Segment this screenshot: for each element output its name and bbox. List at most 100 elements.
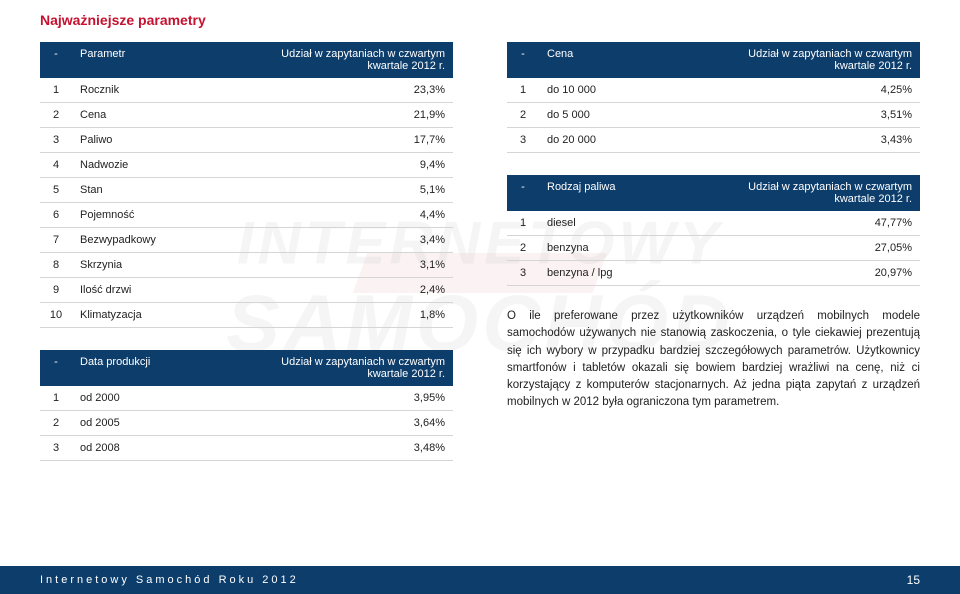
cell-label: diesel	[539, 211, 705, 236]
table-row: 2benzyna27,05%	[507, 236, 920, 261]
cell-value: 47,77%	[705, 211, 920, 236]
cell-value: 3,48%	[238, 436, 453, 461]
footer-title: Internetowy Samochód Roku 2012	[40, 574, 299, 586]
cell-index: 7	[40, 228, 72, 253]
cell-label: Bezwypadkowy	[72, 228, 238, 253]
cell-value: 23,3%	[238, 78, 453, 103]
cell-value: 1,8%	[238, 303, 453, 328]
cell-label: Cena	[72, 103, 238, 128]
cell-value: 4,4%	[238, 203, 453, 228]
page-number: 15	[907, 573, 920, 587]
cell-label: od 2005	[72, 411, 238, 436]
th-label: Data produkcji	[72, 350, 238, 386]
table-row: 10Klimatyzacja1,8%	[40, 303, 453, 328]
cell-index: 8	[40, 253, 72, 278]
table-row: 2Cena21,9%	[40, 103, 453, 128]
table-row: 2do 5 0003,51%	[507, 103, 920, 128]
cell-value: 3,1%	[238, 253, 453, 278]
cell-value: 3,64%	[238, 411, 453, 436]
table-row: 6Pojemność4,4%	[40, 203, 453, 228]
cell-value: 17,7%	[238, 128, 453, 153]
cell-value: 9,4%	[238, 153, 453, 178]
cell-value: 20,97%	[705, 261, 920, 286]
th-value: Udział w zapytaniach w czwartym kwartale…	[238, 350, 453, 386]
cell-index: 3	[40, 128, 72, 153]
cell-label: od 2000	[72, 386, 238, 411]
table-row: 3Paliwo17,7%	[40, 128, 453, 153]
table-cena: - Cena Udział w zapytaniach w czwartym k…	[507, 42, 920, 153]
th-dash: -	[40, 42, 72, 78]
cell-label: do 5 000	[539, 103, 705, 128]
cell-value: 27,05%	[705, 236, 920, 261]
table-row: 2od 20053,64%	[40, 411, 453, 436]
cell-label: do 10 000	[539, 78, 705, 103]
table-row: 5Stan5,1%	[40, 178, 453, 203]
table-row: 3do 20 0003,43%	[507, 128, 920, 153]
section-title: Najważniejsze parametry	[40, 12, 920, 28]
cell-label: benzyna	[539, 236, 705, 261]
th-label: Cena	[539, 42, 705, 78]
cell-label: Rocznik	[72, 78, 238, 103]
table-row: 3od 20083,48%	[40, 436, 453, 461]
cell-label: Klimatyzacja	[72, 303, 238, 328]
table-rodzaj-paliwa: - Rodzaj paliwa Udział w zapytaniach w c…	[507, 175, 920, 286]
th-label: Parametr	[72, 42, 238, 78]
cell-value: 3,4%	[238, 228, 453, 253]
cell-index: 9	[40, 278, 72, 303]
cell-value: 3,51%	[705, 103, 920, 128]
cell-label: od 2008	[72, 436, 238, 461]
th-dash: -	[40, 350, 72, 386]
table-row: 1Rocznik23,3%	[40, 78, 453, 103]
table-row: 1diesel47,77%	[507, 211, 920, 236]
cell-index: 1	[507, 78, 539, 103]
cell-index: 4	[40, 153, 72, 178]
th-dash: -	[507, 42, 539, 78]
cell-value: 21,9%	[238, 103, 453, 128]
cell-index: 3	[507, 261, 539, 286]
cell-value: 2,4%	[238, 278, 453, 303]
cell-index: 2	[507, 236, 539, 261]
left-column: - Parametr Udział w zapytaniach w czwart…	[40, 42, 453, 483]
cell-index: 10	[40, 303, 72, 328]
table-row: 1do 10 0004,25%	[507, 78, 920, 103]
cell-label: Nadwozie	[72, 153, 238, 178]
th-value: Udział w zapytaniach w czwartym kwartale…	[705, 175, 920, 211]
th-value: Udział w zapytaniach w czwartym kwartale…	[705, 42, 920, 78]
table-parametr: - Parametr Udział w zapytaniach w czwart…	[40, 42, 453, 328]
cell-label: benzyna / lpg	[539, 261, 705, 286]
cell-index: 1	[507, 211, 539, 236]
cell-label: Pojemność	[72, 203, 238, 228]
table-data-produkcji: - Data produkcji Udział w zapytaniach w …	[40, 350, 453, 461]
tbody-data-produkcji: 1od 20003,95%2od 20053,64%3od 20083,48%	[40, 386, 453, 461]
cell-index: 1	[40, 386, 72, 411]
cell-index: 5	[40, 178, 72, 203]
cell-index: 3	[507, 128, 539, 153]
table-row: 8Skrzynia3,1%	[40, 253, 453, 278]
cell-index: 3	[40, 436, 72, 461]
right-column: - Cena Udział w zapytaniach w czwartym k…	[507, 42, 920, 483]
table-row: 7Bezwypadkowy3,4%	[40, 228, 453, 253]
cell-index: 2	[40, 103, 72, 128]
cell-label: Paliwo	[72, 128, 238, 153]
th-dash: -	[507, 175, 539, 211]
table-row: 9Ilość drzwi2,4%	[40, 278, 453, 303]
cell-label: Stan	[72, 178, 238, 203]
tbody-cena: 1do 10 0004,25%2do 5 0003,51%3do 20 0003…	[507, 78, 920, 153]
cell-value: 4,25%	[705, 78, 920, 103]
th-label: Rodzaj paliwa	[539, 175, 705, 211]
cell-value: 3,43%	[705, 128, 920, 153]
cell-index: 2	[40, 411, 72, 436]
table-row: 1od 20003,95%	[40, 386, 453, 411]
cell-index: 6	[40, 203, 72, 228]
cell-value: 3,95%	[238, 386, 453, 411]
cell-index: 2	[507, 103, 539, 128]
cell-label: Ilość drzwi	[72, 278, 238, 303]
table-row: 3benzyna / lpg20,97%	[507, 261, 920, 286]
page-footer: Internetowy Samochód Roku 2012 15	[0, 566, 960, 594]
body-paragraph: O ile preferowane przez użytkowników urz…	[507, 308, 920, 412]
cell-index: 1	[40, 78, 72, 103]
cell-value: 5,1%	[238, 178, 453, 203]
tbody-parametr: 1Rocznik23,3%2Cena21,9%3Paliwo17,7%4Nadw…	[40, 78, 453, 328]
cell-label: Skrzynia	[72, 253, 238, 278]
cell-label: do 20 000	[539, 128, 705, 153]
